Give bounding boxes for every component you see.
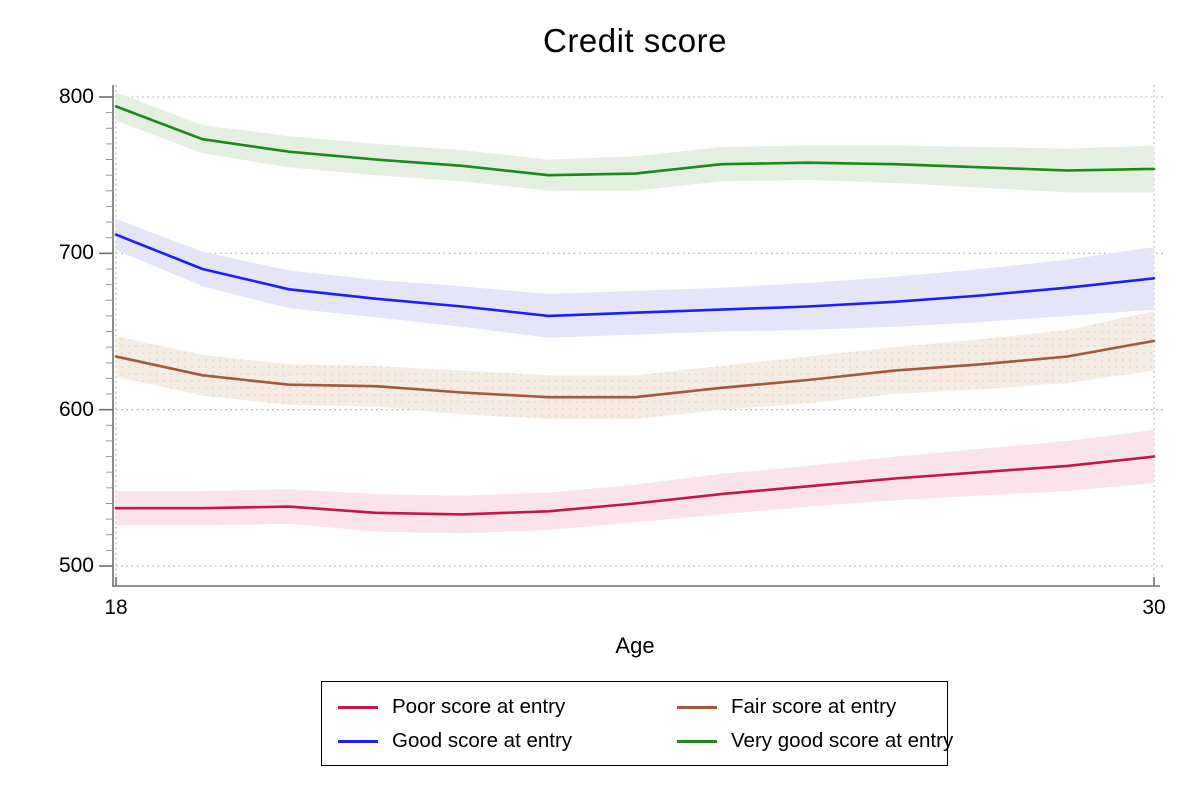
ci-band (116, 218, 1154, 338)
legend-item: Poor score at entry (338, 695, 677, 719)
legend-item: Good score at entry (338, 729, 677, 753)
series-line (114, 455, 1156, 516)
x-axis-title: Age (615, 633, 655, 658)
legend-box: Poor score at entry Fair score at entry Go… (321, 681, 953, 766)
ci-band (116, 311, 1154, 419)
legend-line-swatch (338, 705, 378, 709)
legend-item: Very good score at entry (677, 729, 953, 753)
series-line (114, 339, 1156, 399)
legend-line-swatch (677, 705, 717, 709)
legend-label: Good score at entry (392, 729, 573, 752)
y-axis-tick-label: 800 (58, 85, 94, 108)
y-axis-tick-label: 600 (58, 397, 94, 421)
x-axis-tick-label: 30 (1142, 596, 1166, 619)
legend-label: Poor score at entry (392, 695, 566, 718)
legend-line-swatch (338, 739, 378, 743)
series-line (114, 105, 1156, 177)
x-axis-tick-label: 18 (104, 596, 128, 619)
legend-line-swatch (677, 739, 717, 743)
legend-item: Fair score at entry (677, 695, 953, 719)
ci-band (116, 430, 1154, 534)
legend-label: Very good score at entry (731, 729, 954, 752)
y-axis-tick-label: 500 (58, 554, 94, 577)
chart-title: Credit score (543, 22, 727, 59)
legend-label: Fair score at entry (731, 695, 897, 718)
y-axis-tick-label: 700 (58, 241, 94, 265)
series-line (114, 233, 1156, 318)
ci-band (116, 92, 1154, 193)
